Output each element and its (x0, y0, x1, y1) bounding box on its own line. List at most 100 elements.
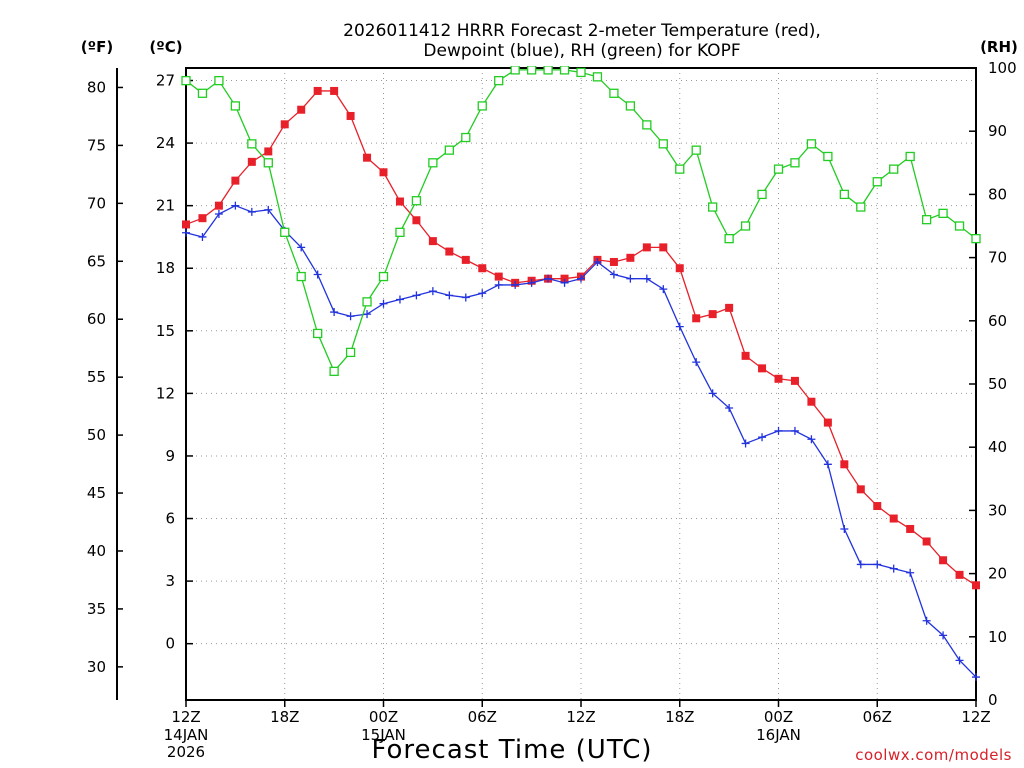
data-point (428, 158, 438, 168)
data-point (790, 158, 800, 168)
data-point (906, 524, 915, 533)
rh-tick-label: 90 (988, 122, 1007, 140)
dewpoint-series (182, 201, 980, 682)
data-point (428, 287, 437, 296)
rh-unit-label: (RH) (980, 38, 1018, 56)
rh-tick-label: 40 (988, 438, 1007, 456)
data-point (182, 220, 190, 229)
data-point (411, 196, 422, 206)
chart-title-line1: 2026011412 HRRR Forecast 2-meter Tempera… (343, 21, 821, 41)
data-point (872, 177, 882, 187)
data-point (494, 75, 504, 86)
fahrenheit-tick-label: 45 (87, 484, 106, 502)
data-point (378, 271, 389, 282)
rh-tick-label: 0 (988, 691, 998, 709)
fahrenheit-tick-label: 65 (87, 252, 106, 270)
fahrenheit-tick-label: 50 (87, 426, 106, 444)
data-point (939, 556, 948, 565)
data-point (379, 299, 388, 308)
data-point (954, 221, 965, 231)
data-point (692, 358, 701, 367)
data-point (444, 145, 454, 155)
fahrenheit-tick-label: 60 (87, 310, 106, 328)
data-point (691, 145, 701, 155)
data-point (823, 151, 833, 162)
data-point (543, 66, 553, 75)
time-date-label: 16JAN (756, 726, 801, 744)
data-point (362, 297, 372, 307)
data-point (297, 105, 306, 114)
time-tick-label: 12Z (566, 708, 595, 726)
data-point (280, 120, 289, 129)
data-point (560, 278, 569, 287)
rh-axis: 0 10 20 30 40 50 60 70 80 90 100 (969, 59, 1017, 709)
rh-series (181, 66, 981, 377)
celsius-tick-label: 6 (165, 510, 175, 528)
data-point (955, 570, 964, 579)
data-point (379, 168, 388, 177)
time-date-label: 14JAN (164, 726, 209, 744)
data-point (889, 164, 899, 174)
data-point (692, 314, 701, 323)
data-point (198, 232, 207, 241)
fahrenheit-tick-label: 80 (87, 78, 106, 96)
data-point (807, 397, 816, 406)
celsius-tick-label: 15 (156, 322, 175, 340)
data-point (790, 426, 799, 435)
data-point (198, 214, 207, 223)
source-credit: coolwx.com/models (855, 746, 1012, 764)
data-point (626, 274, 635, 283)
data-point (625, 101, 636, 111)
data-point (609, 257, 618, 266)
data-point (526, 66, 537, 75)
fahrenheit-tick-label: 30 (87, 658, 106, 676)
time-tick-label: 06Z (468, 708, 497, 726)
data-point (214, 201, 223, 210)
data-point (280, 227, 290, 237)
data-point (263, 158, 273, 168)
data-point (856, 485, 865, 494)
data-point (971, 233, 981, 244)
data-point (839, 189, 849, 200)
data-point (477, 101, 487, 111)
data-point (576, 67, 586, 78)
data-point (231, 176, 240, 185)
celsius-tick-label: 9 (165, 447, 175, 465)
data-point (675, 322, 684, 331)
data-point (675, 264, 684, 273)
data-point (412, 216, 421, 225)
data-point (642, 274, 651, 283)
data-point (296, 271, 306, 282)
celsius-tick-label: 24 (156, 134, 175, 152)
data-point (642, 243, 651, 252)
data-point (806, 139, 817, 149)
data-point (741, 439, 750, 448)
data-point (593, 257, 602, 266)
data-point (395, 227, 405, 237)
celsius-axis: 0 3 6 9 12 15 18 21 24 27 (156, 72, 193, 653)
data-point (889, 514, 898, 523)
celsius-tick-label: 27 (156, 72, 175, 90)
data-point (609, 88, 619, 98)
data-point (592, 72, 603, 82)
data-point (494, 280, 503, 289)
data-point (708, 310, 717, 319)
data-point (181, 75, 191, 86)
data-point (873, 560, 882, 569)
data-point (972, 673, 980, 682)
fahrenheit-axis: 30 35 40 45 50 55 60 65 70 75 80 (87, 78, 123, 676)
data-point (972, 581, 980, 590)
data-point (313, 270, 322, 279)
rh-tick-label: 80 (988, 185, 1007, 203)
data-point (774, 426, 783, 435)
data-point (297, 243, 306, 252)
data-point (461, 132, 471, 143)
data-point (264, 205, 273, 214)
data-point (412, 291, 421, 300)
data-point (773, 164, 784, 174)
data-point (725, 303, 734, 312)
data-point (346, 111, 355, 120)
data-point (247, 157, 256, 166)
